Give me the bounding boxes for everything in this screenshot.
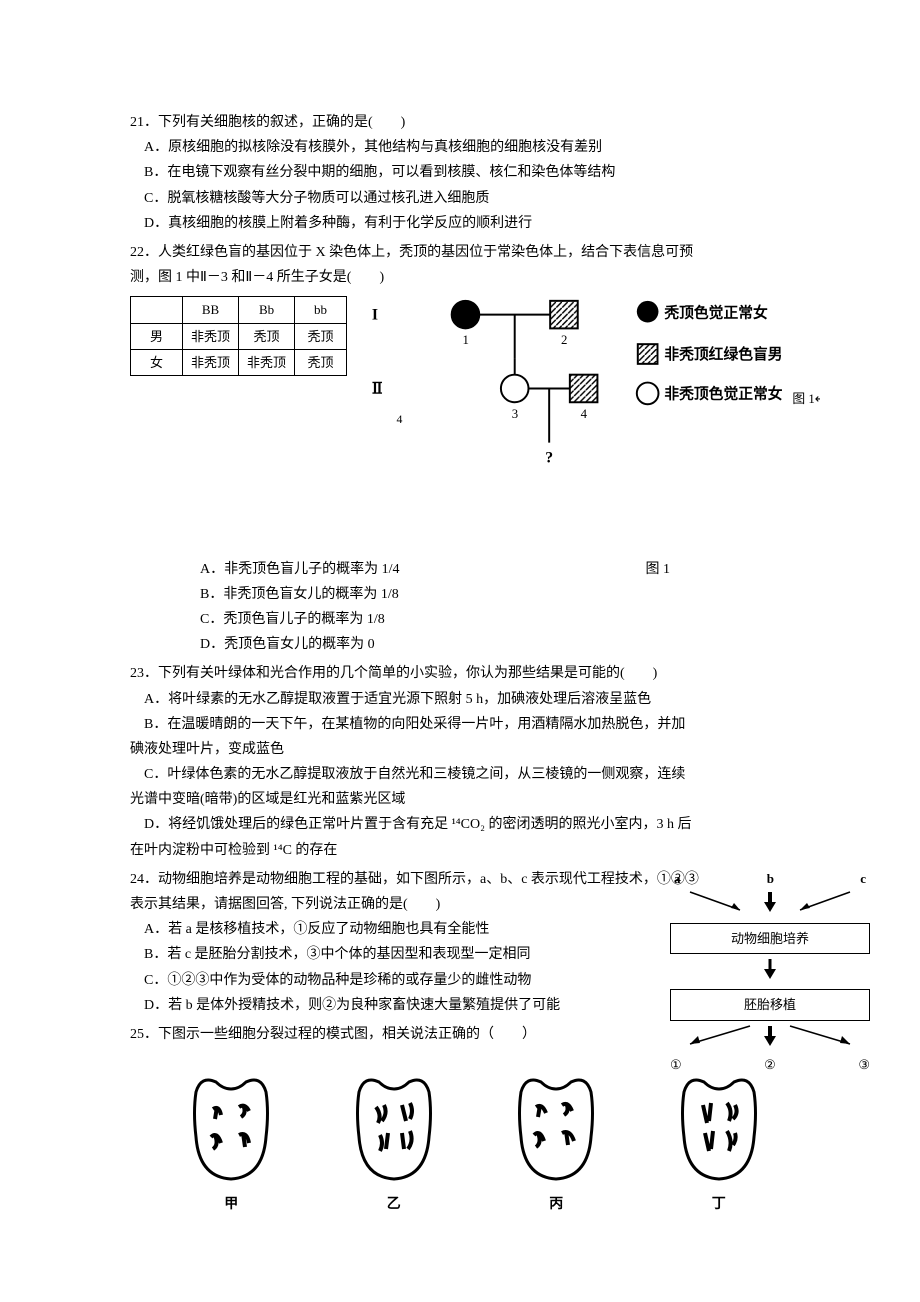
ind-II-4 [570, 375, 598, 403]
question-mark: ? [545, 450, 553, 467]
ind-I-1 [452, 301, 480, 329]
th-blank [131, 297, 183, 323]
legend-icon-2 [638, 344, 658, 364]
cell-bing: 丙 [506, 1067, 606, 1216]
q23-optD-l1: D．将经饥饿处理后的绿色正常叶片置于含有充足 ¹⁴CO₂ 的密闭透明的照光小室内… [130, 812, 820, 837]
cell-yi: 乙 [344, 1067, 444, 1216]
legend-icon-1 [637, 301, 659, 323]
q21-optD: D．真核细胞的核膜上附着多种酶，有利于化学反应的顺利进行 [130, 211, 820, 236]
label-3: 3 [512, 407, 518, 421]
label-1: 1 [463, 333, 469, 347]
q23-optB-l2: 碘液处理叶片，变成蓝色 [130, 737, 820, 762]
flow-box2: 胚胎移植 [670, 989, 870, 1020]
q22-optD: D．秃顶色盲女儿的概率为 0 [130, 632, 820, 657]
arrow-mid [660, 957, 880, 979]
q21-optC: C．脱氧核糖核酸等大分子物质可以通过核孔进入细胞质 [130, 186, 820, 211]
q22-stem2: 测，图 1 中Ⅱ－3 和Ⅱ－4 所生子女是( ) [130, 265, 820, 290]
pedigree-diagram: I 1 2 Ⅱ [367, 290, 820, 486]
row-male-h: 男 [131, 323, 183, 349]
flowchart-diagram: a b c 动物细胞培养 胚胎移植 ① ② ③ [660, 867, 880, 1077]
th-BB: BB [183, 297, 239, 323]
q23-optA: A．将叶绿素的无水乙醇提取液置于适宜光源下照射 5 h，加碘液处理后溶液呈蓝色 [130, 687, 820, 712]
caption-jia: 甲 [181, 1191, 281, 1216]
label-2: 2 [561, 333, 567, 347]
q23-optB-l1: B．在温暖晴朗的一天下午，在某植物的向阳处采得一片叶，用酒精隔水加热脱色，并加 [130, 712, 820, 737]
q21-optB: B．在电镜下观察有丝分裂中期的细胞，可以看到核膜、核仁和染色体等结构 [130, 160, 820, 185]
legend-2: 非秃顶红绿色盲男 [664, 345, 782, 363]
cell-ding: 丁 [669, 1067, 769, 1216]
gen-I-label: I [372, 307, 378, 324]
flow-b: b [767, 867, 774, 890]
q23-stem: 23．下列有关叶绿体和光合作用的几个简单的小实验，你认为那些结果是可能的( ) [130, 661, 820, 686]
flow-box1: 动物细胞培养 [670, 923, 870, 954]
th-bb: bb [295, 297, 347, 323]
q22-optA: A．非秃顶色盲儿子的概率为 1/4 [130, 557, 400, 582]
cell: 非秃顶 [239, 350, 295, 376]
q21-stem: 21．下列有关细胞核的叙述，正确的是( ) [130, 110, 820, 135]
flow-a: a [674, 867, 681, 890]
q22-optB: B．非秃顶色盲女儿的概率为 1/8 [130, 582, 820, 607]
gen-II-label: Ⅱ [372, 381, 383, 398]
caption-ding: 丁 [669, 1191, 769, 1216]
row-female-h: 女 [131, 350, 183, 376]
fig1-caption: 图 1 [646, 557, 821, 582]
q23-optC-l1: C．叶绿体色素的无水乙醇提取液放于自然光和三棱镜之间，从三棱镜的一侧观察，连续 [130, 762, 820, 787]
cell: 非秃顶 [183, 323, 239, 349]
flow-c: c [860, 867, 866, 890]
q22-stem1: 22．人类红绿色盲的基因位于 X 染色体上，秃顶的基因位于常染色体上，结合下表信… [130, 240, 820, 265]
stray-label: 4 [397, 412, 403, 426]
caption-bing: 丙 [506, 1191, 606, 1216]
flow-r3: ③ [858, 1053, 870, 1076]
cell-diagrams: 甲 乙 [130, 1067, 820, 1216]
question-21: 21．下列有关细胞核的叙述，正确的是( ) A．原核细胞的拟核除没有核膜外，其他… [130, 110, 820, 236]
cell: 秃顶 [239, 323, 295, 349]
ind-II-3 [501, 375, 529, 403]
q22-optC: C．秃顶色盲儿子的概率为 1/8 [130, 607, 820, 632]
cell-jia: 甲 [181, 1067, 281, 1216]
ind-I-2 [550, 301, 578, 329]
legend-icon-3 [637, 383, 659, 405]
q21-optA: A．原核细胞的拟核除没有核膜外，其他结构与真核细胞的细胞核没有差别 [130, 135, 820, 160]
flow-r1: ① [670, 1053, 682, 1076]
question-23: 23．下列有关叶绿体和光合作用的几个简单的小实验，你认为那些结果是可能的( ) … [130, 661, 820, 863]
cell: 秃顶 [295, 323, 347, 349]
question-24: a b c 动物细胞培养 胚胎移植 ① ② ③ [130, 867, 820, 1018]
caption-yi: 乙 [344, 1191, 444, 1216]
question-22: 22．人类红绿色盲的基因位于 X 染色体上，秃顶的基因位于常染色体上，结合下表信… [130, 240, 820, 657]
genotype-table: BB Bb bb 男 非秃顶 秃顶 秃顶 女 非秃顶 非秃顶 秃顶 [130, 296, 347, 376]
fig-note: 图 1↵ [792, 393, 820, 407]
arrows-bottom [660, 1024, 880, 1046]
cell: 秃顶 [295, 350, 347, 376]
flow-r2: ② [764, 1053, 776, 1076]
arrows-top [660, 890, 880, 912]
q23-optD-l2: 在叶内淀粉中可检验到 ¹⁴C 的存在 [130, 838, 820, 863]
pedigree-svg: I 1 2 Ⅱ [367, 290, 820, 477]
legend-1: 秃顶色觉正常女 [663, 304, 768, 322]
cell: 非秃顶 [183, 350, 239, 376]
legend-3: 非秃顶色觉正常女 [664, 385, 782, 403]
th-Bb: Bb [239, 297, 295, 323]
q23-optC-l2: 光谱中变暗(暗带)的区域是红光和蓝紫光区域 [130, 787, 820, 812]
label-4: 4 [581, 407, 588, 421]
